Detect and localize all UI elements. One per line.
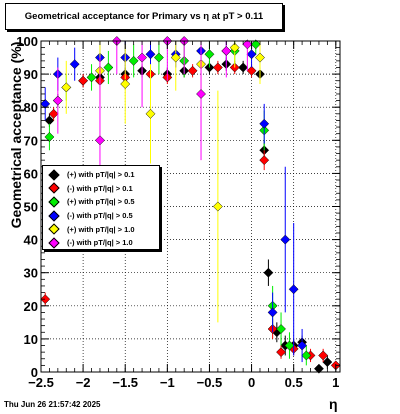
data-point: [246, 49, 257, 60]
data-point: [301, 350, 312, 361]
data-point: [40, 294, 51, 305]
series-group: [61, 41, 265, 323]
data-point: [259, 118, 270, 129]
data-point: [229, 42, 240, 53]
data-point: [120, 79, 131, 89]
legend-marker-icon: [48, 237, 60, 249]
data-point: [145, 49, 156, 60]
data-point: [284, 340, 295, 351]
data-point: [95, 135, 105, 146]
legend-entry: (-) with pT/|q| > 1.0: [45, 236, 159, 250]
legend-marker-icon: [48, 169, 60, 181]
legend-entry: (-) with pT/|q| > 0.1: [45, 182, 159, 196]
data-point: [48, 108, 59, 119]
legend-label: (+) with pT/|q| > 0.5: [67, 197, 135, 207]
legend-label: (+) with pT/|q| > 1.0: [67, 224, 135, 234]
data-point: [145, 108, 156, 119]
data-point: [212, 201, 223, 212]
y-tick-label: 40: [24, 233, 38, 248]
data-point: [187, 65, 198, 76]
timestamp: Thu Jun 26 21:57:42 2025: [4, 400, 101, 409]
data-point: [280, 234, 291, 245]
data-point: [297, 340, 308, 351]
y-tick-label: 70: [24, 133, 38, 148]
data-point: [137, 52, 148, 63]
legend-entry: (-) with pT/|q| > 0.5: [45, 209, 159, 223]
y-tick-label: 10: [24, 332, 38, 347]
data-point: [128, 55, 139, 66]
data-point: [318, 350, 329, 361]
legend-marker-icon: [48, 209, 60, 222]
data-point: [263, 267, 274, 278]
data-point: [238, 62, 249, 73]
y-tick-label: 20: [24, 299, 38, 314]
data-point: [221, 45, 232, 56]
x-tick-label: −0.5: [197, 375, 223, 390]
data-point: [44, 132, 55, 142]
data-point: [170, 52, 181, 63]
data-point: [204, 49, 215, 60]
y-tick-label: 90: [24, 67, 38, 82]
chart-title: Geometrical acceptance for Primary vs η …: [5, 3, 283, 30]
legend-marker-icon: [48, 223, 60, 235]
legend-label: (-) with pT/|q| > 0.5: [67, 211, 133, 221]
legend: (+) with pT/|q| > 0.1 (-) with pT/|q| > …: [42, 165, 160, 250]
x-tick-label: −1.5: [112, 375, 138, 390]
legend-marker-icon: [48, 182, 60, 195]
y-tick-label: 50: [24, 200, 38, 215]
data-point: [259, 155, 270, 166]
y-tick-label: 0: [31, 365, 38, 380]
data-point: [196, 89, 206, 99]
data-point: [212, 62, 223, 73]
data-point: [242, 39, 253, 50]
y-axis-title: Geometrical acceptance (%): [8, 41, 24, 229]
data-point: [288, 284, 299, 295]
y-tick-label: 30: [24, 266, 38, 281]
y-tick-label: 60: [24, 166, 38, 181]
legend-label: (-) with pT/|q| > 1.0: [67, 238, 133, 248]
x-tick-label: −2.5: [28, 375, 54, 390]
legend-label: (+) with pT/|q| > 0.1: [67, 170, 135, 180]
data-point: [103, 62, 114, 73]
data-point: [255, 52, 265, 63]
legend-entry: (+) with pT/|q| > 0.5: [45, 195, 159, 209]
data-point: [322, 357, 333, 368]
legend-entry: (+) with pT/|q| > 1.0: [45, 222, 159, 236]
data-point: [69, 59, 80, 70]
x-tick-label: −2: [76, 375, 91, 390]
data-point: [246, 65, 257, 76]
y-tick-label: 100: [16, 34, 38, 49]
x-tick-label: −1: [160, 375, 175, 390]
legend-entry: (+) with pT/|q| > 0.1: [45, 168, 159, 182]
data-point: [61, 82, 72, 93]
x-axis-title: η: [329, 396, 338, 412]
x-tick-label: 0.5: [285, 375, 303, 390]
legend-marker-icon: [48, 196, 60, 208]
data-point: [153, 52, 164, 63]
y-tick-label: 80: [24, 100, 38, 115]
x-tick-label: 1: [332, 375, 339, 390]
data-point: [276, 324, 286, 334]
data-point: [52, 95, 63, 106]
data-point: [276, 347, 286, 358]
legend-label: (-) with pT/|q| > 0.1: [67, 183, 133, 193]
data-point: [86, 72, 97, 83]
data-point: [267, 307, 278, 318]
data-point: [78, 75, 89, 86]
x-tick-label: 0: [248, 375, 255, 390]
data-point: [40, 98, 51, 109]
data-point: [250, 39, 261, 50]
